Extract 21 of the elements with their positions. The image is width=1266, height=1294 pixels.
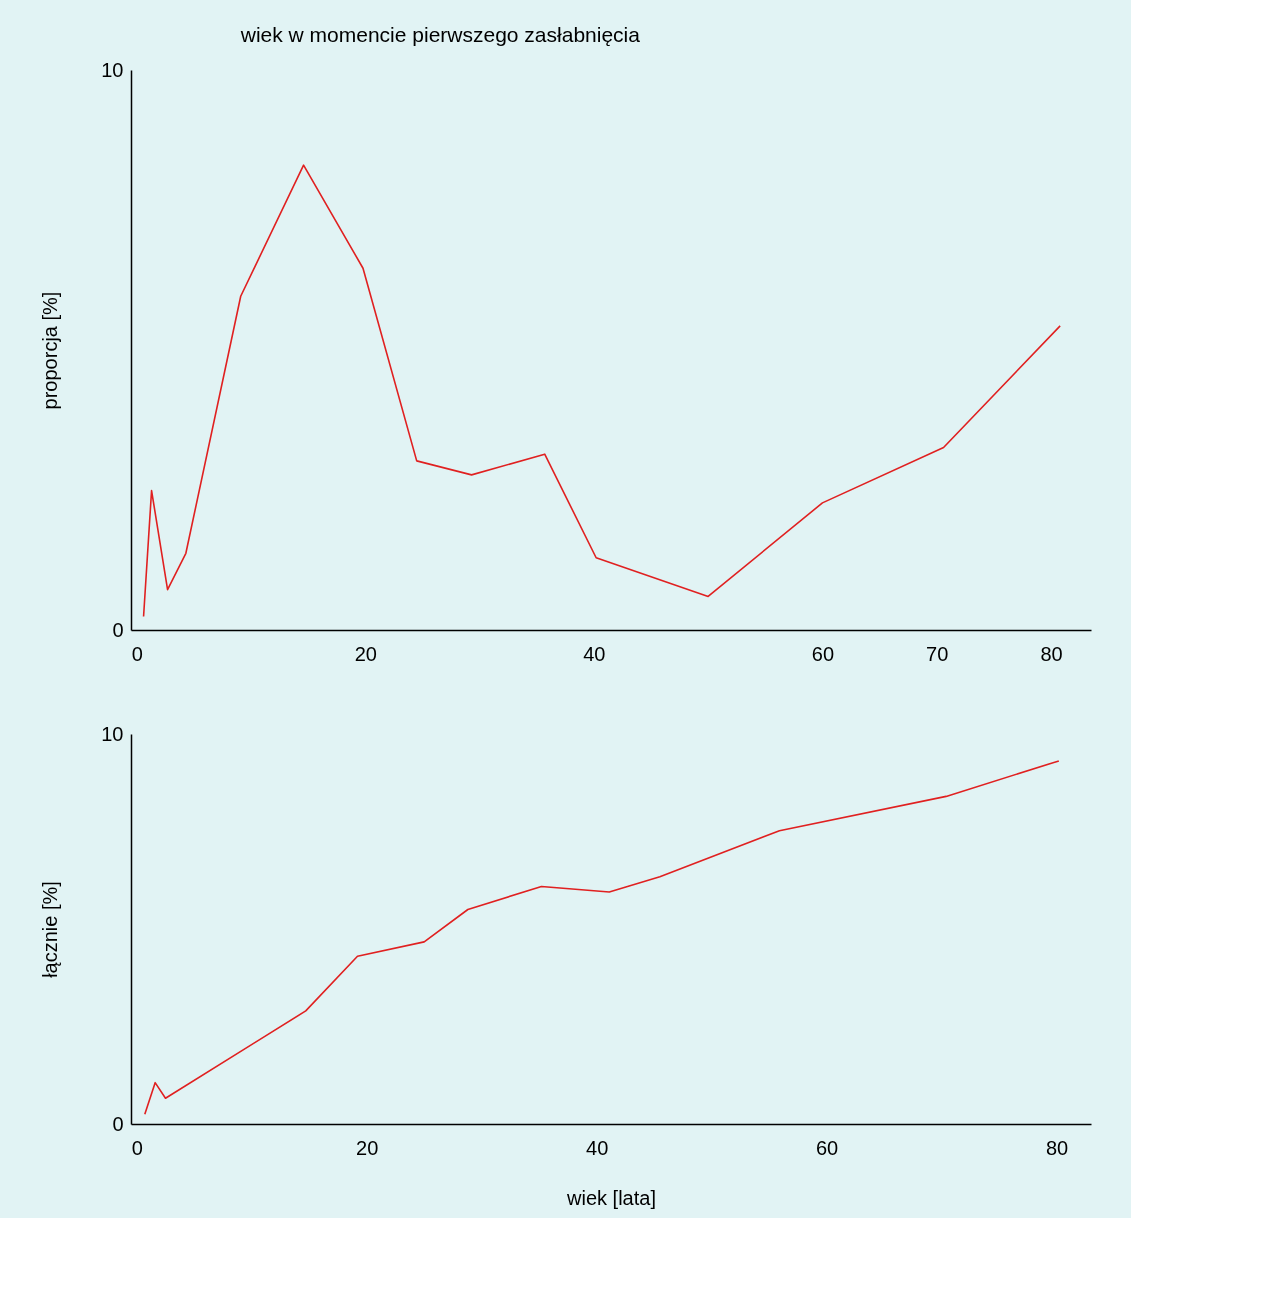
x-tick-label: 60 xyxy=(811,642,835,665)
chart-title: wiek w momencie pierwszego zasłabnięcia xyxy=(239,23,641,46)
x-tick-label: 20 xyxy=(356,1136,379,1159)
y-tick-label: 10 xyxy=(101,722,124,745)
x-tick-label: 20 xyxy=(354,642,377,665)
x-tick-label: 80 xyxy=(1045,1136,1069,1159)
x-axis-title: wiek [lata] xyxy=(566,1186,656,1209)
x-tick-label: 0 xyxy=(131,642,143,665)
x-tick-label: 40 xyxy=(583,642,606,665)
line-series xyxy=(142,164,1061,618)
y-tick-label: 0 xyxy=(112,1112,124,1135)
x-tick-label: 70 xyxy=(926,642,949,665)
y-tick-label: 0 xyxy=(112,618,124,641)
y-axis-title: proporcja [%] xyxy=(39,291,62,410)
y-tick-label: 10 xyxy=(101,58,124,81)
x-tick-label: 60 xyxy=(815,1136,839,1159)
line-series xyxy=(144,760,1060,1116)
x-tick-label: 80 xyxy=(1040,642,1063,665)
x-tick-label: 40 xyxy=(586,1136,609,1159)
y-axis-title: łącznie [%] xyxy=(39,881,62,978)
x-tick-label: 0 xyxy=(131,1136,143,1159)
